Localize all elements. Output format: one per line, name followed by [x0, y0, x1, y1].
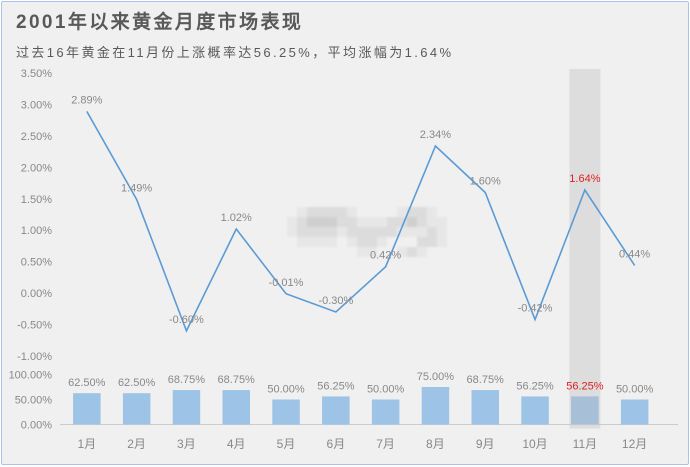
- svg-text:1.64%: 1.64%: [569, 173, 600, 185]
- svg-text:62.50%: 62.50%: [68, 377, 106, 389]
- svg-text:0.42%: 0.42%: [370, 250, 401, 262]
- svg-text:2.50%: 2.50%: [21, 131, 52, 143]
- svg-text:1月: 1月: [77, 437, 96, 451]
- svg-text:56.25%: 56.25%: [317, 380, 355, 392]
- svg-text:68.75%: 68.75%: [467, 374, 505, 386]
- svg-text:11月: 11月: [573, 437, 597, 451]
- svg-text:5月: 5月: [277, 437, 296, 451]
- svg-text:12月: 12月: [622, 437, 647, 451]
- svg-text:75.00%: 75.00%: [417, 371, 455, 383]
- svg-text:-0.42%: -0.42%: [518, 303, 553, 315]
- svg-text:100.00%: 100.00%: [9, 370, 53, 382]
- svg-text:50.00%: 50.00%: [367, 384, 405, 396]
- svg-text:-0.30%: -0.30%: [318, 295, 353, 307]
- svg-text:7月: 7月: [376, 437, 395, 451]
- svg-text:8月: 8月: [426, 437, 445, 451]
- svg-text:0.00%: 0.00%: [21, 288, 52, 300]
- svg-text:68.75%: 68.75%: [218, 374, 256, 386]
- svg-text:3.00%: 3.00%: [21, 100, 52, 112]
- svg-text:1.00%: 1.00%: [21, 225, 52, 237]
- svg-text:2月: 2月: [127, 437, 146, 451]
- svg-text:4月: 4月: [227, 437, 246, 451]
- svg-text:56.25%: 56.25%: [516, 380, 554, 392]
- svg-text:3月: 3月: [177, 437, 196, 451]
- svg-text:0.50%: 0.50%: [21, 257, 52, 269]
- svg-text:-1.00%: -1.00%: [17, 351, 52, 363]
- svg-text:2.34%: 2.34%: [420, 129, 451, 141]
- svg-text:2.89%: 2.89%: [71, 94, 102, 106]
- svg-text:3.50%: 3.50%: [21, 68, 52, 80]
- svg-text:2.00%: 2.00%: [21, 162, 52, 174]
- svg-text:0.00%: 0.00%: [21, 420, 52, 432]
- svg-text:1.49%: 1.49%: [121, 182, 152, 194]
- svg-text:10月: 10月: [522, 437, 547, 451]
- svg-text:56.25%: 56.25%: [566, 380, 604, 392]
- svg-text:6月: 6月: [327, 437, 346, 451]
- svg-text:50.00%: 50.00%: [15, 395, 53, 407]
- svg-text:-0.60%: -0.60%: [169, 314, 204, 326]
- svg-text:9月: 9月: [476, 437, 495, 451]
- svg-text:1.60%: 1.60%: [470, 176, 501, 188]
- svg-text:-0.01%: -0.01%: [269, 277, 304, 289]
- svg-text:50.00%: 50.00%: [616, 384, 654, 396]
- svg-text:1.50%: 1.50%: [21, 194, 52, 206]
- svg-text:0.44%: 0.44%: [619, 249, 650, 261]
- svg-text:62.50%: 62.50%: [118, 377, 156, 389]
- svg-text:1.02%: 1.02%: [221, 212, 252, 224]
- svg-text:50.00%: 50.00%: [267, 384, 305, 396]
- svg-text:-0.50%: -0.50%: [17, 320, 52, 332]
- svg-text:68.75%: 68.75%: [168, 374, 206, 386]
